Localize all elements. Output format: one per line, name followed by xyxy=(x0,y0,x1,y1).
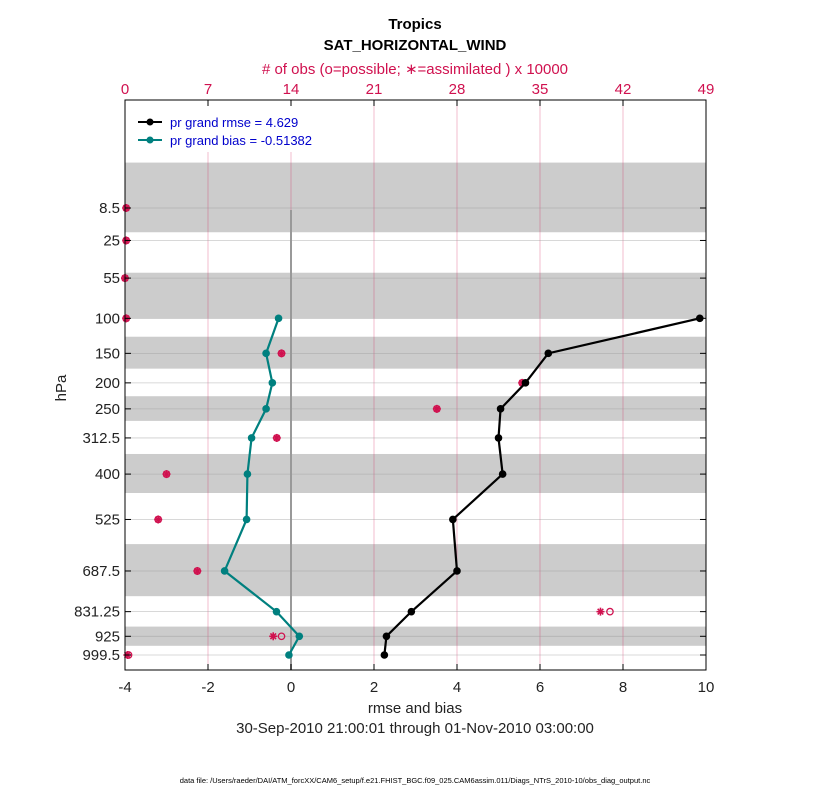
top-tick-label-2: 14 xyxy=(283,81,300,98)
plot-frame xyxy=(124,99,707,671)
y-tick-label-5: 200 xyxy=(95,375,120,392)
legend-box xyxy=(130,106,340,152)
series-1-point-6 xyxy=(242,515,251,524)
series-1-point-3 xyxy=(262,405,270,413)
series-0-point-2 xyxy=(521,379,530,387)
obs-assimilated-marker-10 xyxy=(193,566,202,575)
obs-assimilated-marker-12 xyxy=(269,632,278,641)
series-0-point-0 xyxy=(695,314,704,323)
x-tick-label-0: -4 xyxy=(118,679,131,696)
data-series xyxy=(220,314,704,659)
y-tick-label-10: 687.5 xyxy=(82,563,120,580)
series-0-point-1 xyxy=(544,349,553,358)
series-0-point-8 xyxy=(407,607,416,616)
axis-ticks: -4 -2 0 2 4 6 8 100 7 14 21 28 35 42 498.5255510015020… xyxy=(74,81,714,696)
legend-rmse-marker xyxy=(146,118,154,126)
y-tick-label-13: 999.5 xyxy=(82,647,120,664)
series-0-point-4 xyxy=(494,434,503,442)
y-axis-label: hPa xyxy=(53,374,70,401)
obs-possible-marker-12 xyxy=(277,632,286,641)
obs-assimilated-marker-6 xyxy=(432,404,441,413)
series-0-point-10 xyxy=(380,651,389,659)
top-tick-label-7: 49 xyxy=(698,81,715,98)
x-tick-label-4: 4 xyxy=(453,679,461,696)
top-axis-label: # of obs (o=possible; ∗=assimilated ) x … xyxy=(262,61,568,78)
y-tick-label-6: 250 xyxy=(95,401,120,418)
y-tick-label-9: 525 xyxy=(95,511,120,528)
chart-title: Tropics xyxy=(388,16,441,33)
shaded-band-5 xyxy=(125,544,706,597)
shaded-band-2 xyxy=(125,336,706,369)
chart-subtitle: SAT_HORIZONTAL_WIND xyxy=(324,37,507,54)
y-tick-label-12: 925 xyxy=(95,628,120,645)
shaded-bands xyxy=(125,162,706,646)
obs-assimilated-marker-7 xyxy=(272,433,281,442)
series-1-point-5 xyxy=(243,470,252,478)
y-tick-label-3: 100 xyxy=(95,310,120,327)
y-tick-label-8: 400 xyxy=(95,466,120,483)
top-tick-label-5: 35 xyxy=(532,81,549,98)
top-tick-label-1: 7 xyxy=(204,81,212,98)
y-tick-label-0: 8.5 xyxy=(99,200,120,217)
series-1-point-9 xyxy=(295,632,304,641)
shaded-band-1 xyxy=(125,272,706,319)
y-tick-label-7: 312.5 xyxy=(82,430,120,447)
x-tick-label-2: 0 xyxy=(287,679,295,696)
y-tick-label-4: 150 xyxy=(95,345,120,362)
top-tick-label-4: 28 xyxy=(449,81,466,98)
y-tick-label-11: 831.25 xyxy=(74,604,120,621)
top-tick-label-3: 21 xyxy=(366,81,383,98)
series-0-point-6 xyxy=(449,515,457,524)
data-file-footnote: data file: /Users/raeder/DAI/ATM_forcXX/… xyxy=(180,776,651,785)
x-tick-label-7: 10 xyxy=(698,679,715,696)
x-tick-label-3: 2 xyxy=(370,679,378,696)
series-0-point-5 xyxy=(498,470,507,478)
shaded-band-0 xyxy=(125,162,706,233)
top-tick-label-6: 42 xyxy=(615,81,632,98)
legend-rmse-label: pr grand rmse = 4.629 xyxy=(170,115,298,130)
series-1-point-2 xyxy=(268,379,277,387)
obs-possible-marker-11 xyxy=(606,607,614,616)
x-axis-label: rmse and bias xyxy=(368,700,462,717)
date-range-label: 30-Sep-2010 21:00:01 through 01-Nov-2010… xyxy=(236,720,594,737)
series-1-point-10 xyxy=(285,651,293,659)
series-0-point-3 xyxy=(496,405,505,413)
obs-assimilated-marker-8 xyxy=(162,470,171,479)
series-1-point-0 xyxy=(274,314,283,323)
obs-assimilated-marker-9 xyxy=(154,515,163,524)
series-1-point-4 xyxy=(247,434,256,442)
x-tick-label-5: 6 xyxy=(536,679,544,696)
series-1-point-7 xyxy=(220,567,229,575)
series-0-point-9 xyxy=(382,632,391,641)
series-0-point-7 xyxy=(453,567,461,575)
series-1-point-1 xyxy=(262,349,270,358)
obs-assimilated-marker-4 xyxy=(277,349,286,358)
series-1-point-8 xyxy=(272,607,281,616)
legend-bias-label: pr grand bias = -0.51382 xyxy=(170,133,312,148)
legend: pr grand rmse = 4.629 pr grand bias = -0… xyxy=(130,106,340,152)
legend-bias-marker xyxy=(146,136,154,144)
y-tick-label-1: 25 xyxy=(103,232,120,249)
y-tick-label-2: 55 xyxy=(103,270,120,287)
x-tick-label-1: -2 xyxy=(201,679,214,696)
shaded-band-4 xyxy=(125,453,706,493)
x-tick-label-6: 8 xyxy=(619,679,627,696)
obs-assimilated-marker-11 xyxy=(596,607,605,616)
top-tick-label-0: 0 xyxy=(121,81,129,98)
